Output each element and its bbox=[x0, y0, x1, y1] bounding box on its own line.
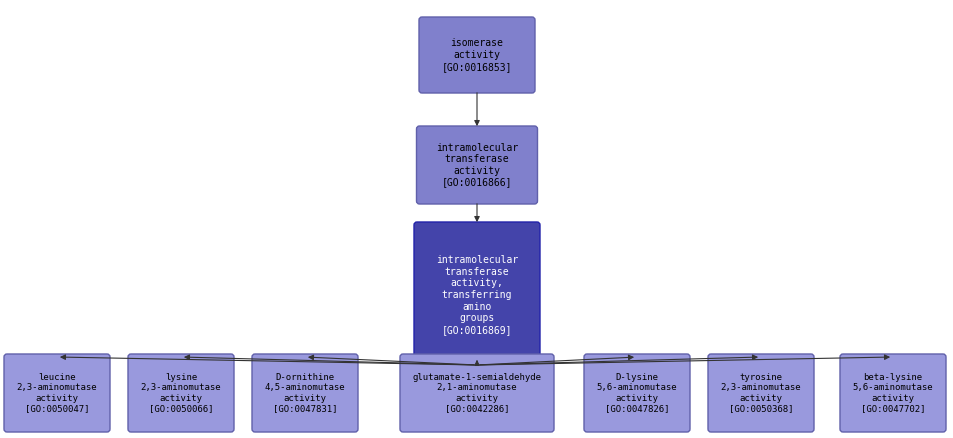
FancyBboxPatch shape bbox=[252, 354, 357, 432]
FancyBboxPatch shape bbox=[128, 354, 233, 432]
FancyBboxPatch shape bbox=[418, 17, 535, 93]
Text: lysine
2,3-aminomutase
activity
[GO:0050066]: lysine 2,3-aminomutase activity [GO:0050… bbox=[140, 373, 221, 413]
FancyBboxPatch shape bbox=[840, 354, 945, 432]
Text: D-ornithine
4,5-aminomutase
activity
[GO:0047831]: D-ornithine 4,5-aminomutase activity [GO… bbox=[264, 373, 345, 413]
FancyBboxPatch shape bbox=[4, 354, 110, 432]
FancyBboxPatch shape bbox=[414, 222, 539, 368]
Text: beta-lysine
5,6-aminomutase
activity
[GO:0047702]: beta-lysine 5,6-aminomutase activity [GO… bbox=[852, 373, 932, 413]
Text: intramolecular
transferase
activity,
transferring
amino
groups
[GO:0016869]: intramolecular transferase activity, tra… bbox=[436, 255, 517, 335]
FancyBboxPatch shape bbox=[707, 354, 813, 432]
Text: isomerase
activity
[GO:0016853]: isomerase activity [GO:0016853] bbox=[441, 39, 512, 71]
FancyBboxPatch shape bbox=[583, 354, 689, 432]
Text: leucine
2,3-aminomutase
activity
[GO:0050047]: leucine 2,3-aminomutase activity [GO:005… bbox=[16, 373, 97, 413]
FancyBboxPatch shape bbox=[399, 354, 554, 432]
Text: glutamate-1-semialdehyde
2,1-aminomutase
activity
[GO:0042286]: glutamate-1-semialdehyde 2,1-aminomutase… bbox=[412, 373, 541, 413]
Text: D-lysine
5,6-aminomutase
activity
[GO:0047826]: D-lysine 5,6-aminomutase activity [GO:00… bbox=[596, 373, 677, 413]
Text: tyrosine
2,3-aminomutase
activity
[GO:0050368]: tyrosine 2,3-aminomutase activity [GO:00… bbox=[720, 373, 801, 413]
FancyBboxPatch shape bbox=[416, 126, 537, 204]
Text: intramolecular
transferase
activity
[GO:0016866]: intramolecular transferase activity [GO:… bbox=[436, 143, 517, 187]
